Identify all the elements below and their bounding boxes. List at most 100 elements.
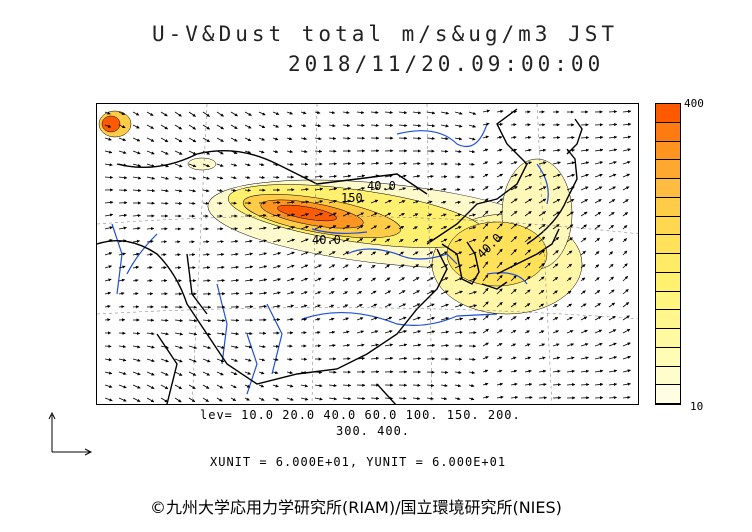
wind-arrow bbox=[356, 225, 364, 230]
wind-arrow bbox=[118, 176, 128, 180]
wind-vectors bbox=[104, 109, 632, 403]
wind-arrow bbox=[440, 317, 450, 321]
wind-arrow bbox=[244, 163, 251, 167]
colorbar-band bbox=[656, 141, 680, 161]
wind-arrow bbox=[482, 261, 489, 269]
wind-arrow bbox=[328, 277, 335, 282]
wind-arrow bbox=[174, 397, 182, 403]
wind-arrow bbox=[482, 301, 489, 308]
wind-arrow bbox=[608, 356, 618, 360]
wind-arrow bbox=[132, 124, 140, 129]
wind-arrow bbox=[580, 316, 588, 321]
wind-arrow bbox=[440, 226, 448, 230]
wind-arrow bbox=[580, 369, 590, 373]
wind-arrow bbox=[566, 161, 576, 165]
wind-arrow bbox=[370, 199, 379, 204]
wind-arrow bbox=[230, 239, 239, 244]
wind-arrow bbox=[314, 136, 322, 141]
wind-arrow bbox=[454, 303, 463, 308]
wind-arrow bbox=[608, 276, 614, 282]
wind-arrow bbox=[160, 318, 169, 322]
wind-arrow bbox=[328, 383, 337, 388]
wind-arrow bbox=[300, 187, 309, 192]
wind-arrow bbox=[188, 358, 197, 363]
wind-arrow bbox=[328, 343, 336, 348]
wind-arrow bbox=[244, 371, 251, 375]
wind-arrow bbox=[608, 251, 614, 256]
wind-arrow bbox=[566, 211, 574, 217]
colorbar bbox=[655, 103, 681, 405]
wind-arrow bbox=[370, 161, 380, 165]
wind-arrow bbox=[370, 277, 376, 282]
wind-arrow bbox=[272, 291, 281, 295]
wind-arrow bbox=[370, 343, 379, 347]
wind-arrow bbox=[104, 175, 114, 179]
wind-arrow bbox=[608, 396, 617, 400]
wind-arrow bbox=[496, 261, 503, 269]
wind-arrow bbox=[538, 236, 546, 243]
wind-arrow bbox=[118, 213, 128, 217]
wind-arrow bbox=[146, 150, 155, 155]
wind-arrow bbox=[496, 275, 503, 282]
wind-arrow bbox=[412, 136, 422, 140]
wind-arrow bbox=[202, 253, 210, 257]
wind-arrow bbox=[356, 251, 363, 256]
wind-arrow bbox=[454, 200, 461, 204]
wind-arrow bbox=[342, 187, 352, 191]
wind-arrow bbox=[384, 212, 392, 217]
wind-arrow bbox=[496, 223, 503, 230]
wind-arrow bbox=[342, 225, 350, 230]
wind-arrow bbox=[580, 250, 586, 256]
wind-arrow bbox=[440, 200, 447, 204]
wind-arrow bbox=[258, 397, 265, 401]
wind-arrow bbox=[622, 186, 630, 191]
wind-arrow bbox=[174, 111, 182, 117]
wind-arrow bbox=[622, 148, 631, 152]
wind-arrow bbox=[524, 186, 533, 191]
wind-arrow bbox=[244, 137, 252, 142]
wind-arrow bbox=[496, 161, 503, 165]
colorbar-band bbox=[656, 329, 680, 348]
wind-arrow bbox=[384, 110, 393, 115]
wind-arrow bbox=[426, 277, 434, 282]
wind-arrow bbox=[272, 201, 281, 205]
wind-arrow bbox=[468, 238, 477, 243]
wind-arrow bbox=[356, 110, 365, 115]
wind-arrow bbox=[244, 278, 254, 282]
wind-arrow bbox=[524, 198, 533, 204]
wind-arrow bbox=[496, 301, 503, 308]
wind-arrow bbox=[538, 136, 546, 140]
wind-arrow bbox=[580, 290, 586, 295]
wind-arrow bbox=[496, 288, 503, 295]
wind-arrow bbox=[146, 189, 156, 193]
wind-arrow bbox=[216, 111, 224, 117]
wind-arrow bbox=[342, 357, 351, 361]
wind-arrow bbox=[426, 213, 433, 217]
wind-arrow bbox=[594, 302, 601, 308]
wind-arrow bbox=[328, 264, 336, 269]
wind-arrow bbox=[188, 318, 198, 323]
wind-arrow bbox=[188, 137, 197, 143]
wind-arrow bbox=[230, 188, 237, 192]
wind-arrow bbox=[356, 396, 366, 401]
wind-arrow bbox=[146, 332, 155, 336]
wind-arrow bbox=[426, 111, 436, 115]
wind-arrow bbox=[370, 174, 380, 178]
wind-arrow bbox=[384, 161, 394, 165]
wind-arrow bbox=[342, 304, 349, 308]
wind-arrow bbox=[622, 225, 628, 230]
wind-arrow bbox=[258, 252, 268, 256]
wind-arrow bbox=[244, 331, 253, 336]
wind-arrow bbox=[622, 382, 631, 386]
wind-arrow bbox=[328, 187, 338, 191]
wind-arrow bbox=[216, 124, 224, 130]
wind-arrow bbox=[384, 264, 390, 269]
wind-arrow bbox=[300, 137, 307, 141]
graticule bbox=[97, 104, 638, 404]
wind-arrow bbox=[356, 123, 365, 127]
wind-arrow bbox=[468, 200, 476, 205]
wind-arrow bbox=[160, 137, 169, 143]
wind-arrow bbox=[552, 290, 558, 295]
wind-arrow bbox=[524, 289, 531, 295]
